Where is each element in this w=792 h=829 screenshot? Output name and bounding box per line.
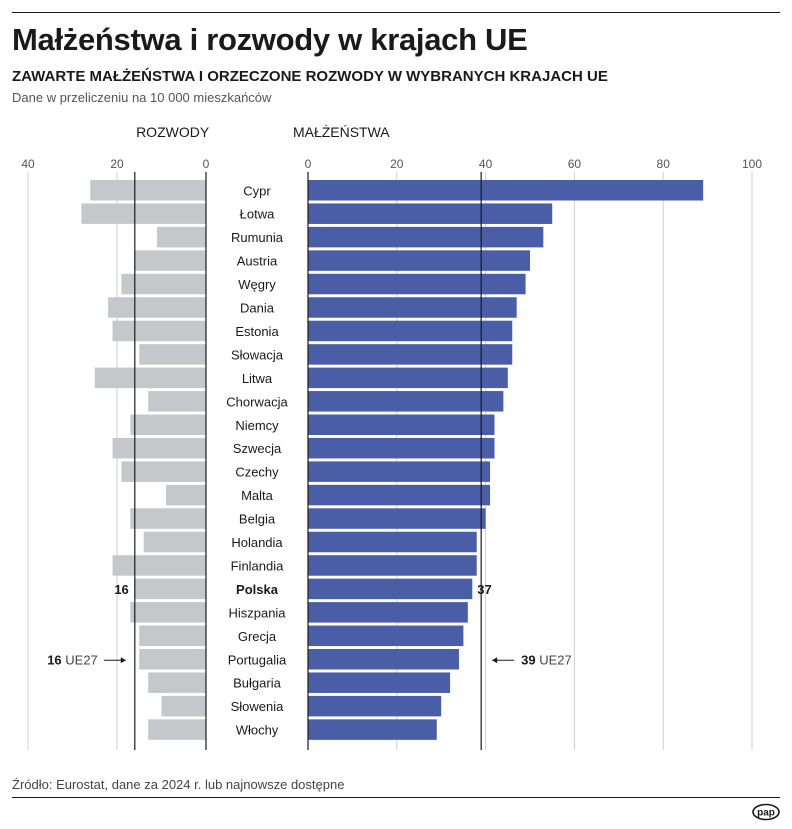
category-label-23: Słowenia — [231, 699, 285, 714]
divorce-bar-1 — [90, 180, 206, 201]
marriage-tick-60: 60 — [568, 157, 582, 171]
marriage-eu27-label: 39 UE27 — [521, 652, 572, 667]
divorce-tick-0: 0 — [203, 157, 210, 171]
marriage-value-label-highlight: 37 — [477, 582, 491, 597]
divorce-value-label-highlight: 16 — [114, 582, 128, 597]
divorce-bar-18 — [134, 578, 206, 600]
category-label-22: Bułgaria — [233, 676, 281, 691]
marriage-bar-6 — [308, 297, 517, 318]
category-label-6: Dania — [240, 301, 275, 316]
category-label-10: Chorwacja — [226, 394, 288, 409]
divorce-bar-13 — [121, 461, 206, 482]
category-label-8: Słowacja — [231, 347, 284, 362]
divorce-bar-19 — [130, 602, 206, 623]
category-label-12: Szwecja — [233, 441, 282, 456]
chart-title: Małżeństwa i rozwody w krajach UE — [12, 22, 528, 57]
category-label-21: Portugalia — [228, 652, 287, 667]
top-rule — [12, 12, 780, 13]
category-label-1: Cypr — [243, 183, 271, 198]
marriage-bar-22 — [308, 672, 451, 693]
marriage-tick-0: 0 — [305, 157, 312, 171]
category-label-16: Holandia — [231, 535, 283, 550]
category-label-18: Polska — [236, 582, 279, 597]
divorce-bar-20 — [139, 625, 206, 647]
marriage-axis-title: MAŁŻEŃSTWA — [293, 123, 390, 140]
divorce-bar-21 — [139, 649, 206, 670]
marriage-bar-1 — [308, 180, 704, 201]
category-label-7: Estonia — [235, 324, 279, 339]
category-label-2: Łotwa — [240, 207, 275, 222]
marriage-bar-20 — [308, 625, 464, 647]
marriage-bar-3 — [308, 226, 544, 248]
marriage-bar-15 — [308, 508, 486, 529]
marriage-eu27-arrowhead — [492, 657, 498, 664]
category-label-19: Hiszpania — [228, 605, 286, 620]
divorce-bar-3 — [157, 226, 206, 248]
category-label-9: Litwa — [242, 371, 273, 386]
divorce-bar-16 — [143, 531, 206, 553]
marriage-bar-18 — [308, 578, 473, 600]
marriage-bar-11 — [308, 414, 495, 435]
category-label-20: Grecja — [238, 629, 277, 644]
marriage-bar-5 — [308, 273, 526, 295]
divorce-bar-8 — [139, 344, 206, 365]
marriage-tick-20: 20 — [390, 157, 404, 171]
marriage-bar-19 — [308, 602, 468, 623]
chart-subtitle: ZAWARTE MAŁŻEŃSTWA I ORZECZONE ROZWODY W… — [12, 68, 608, 85]
category-label-5: Węgry — [238, 277, 276, 292]
marriage-bar-13 — [308, 461, 491, 482]
divorce-tick-20: 20 — [110, 157, 124, 171]
marriage-tick-80: 80 — [657, 157, 671, 171]
divorce-bar-9 — [94, 367, 206, 389]
category-label-24: Włochy — [236, 723, 279, 738]
marriage-bar-23 — [308, 695, 442, 717]
marriage-bar-10 — [308, 391, 504, 412]
marriage-tick-100: 100 — [742, 157, 762, 171]
marriage-bar-12 — [308, 437, 495, 459]
divorce-eu27-label: 16 UE27 — [47, 652, 98, 667]
divorce-bar-22 — [148, 672, 206, 693]
divorce-bar-7 — [112, 320, 206, 342]
divorce-eu27-arrowhead — [120, 657, 126, 664]
marriage-bar-4 — [308, 250, 530, 271]
divorce-bar-4 — [134, 250, 206, 271]
divorce-bar-15 — [130, 508, 206, 529]
marriage-bar-17 — [308, 555, 477, 576]
source-note: Źródło: Eurostat, dane za 2024 r. lub na… — [12, 777, 345, 792]
category-label-17: Finlandia — [231, 558, 285, 573]
divorce-bar-17 — [112, 555, 206, 576]
divorce-bar-2 — [81, 203, 206, 224]
divorce-bar-14 — [165, 484, 206, 506]
marriage-bar-2 — [308, 203, 553, 224]
divorce-bar-11 — [130, 414, 206, 435]
divorce-bar-23 — [161, 695, 206, 717]
category-label-4: Austria — [237, 254, 278, 269]
divorce-bar-6 — [108, 297, 206, 318]
marriage-bar-8 — [308, 344, 513, 365]
divorce-bar-12 — [112, 437, 206, 459]
marriage-tick-40: 40 — [479, 157, 493, 171]
divorce-bar-24 — [148, 719, 206, 740]
divorce-bar-5 — [121, 273, 206, 295]
marriage-bar-14 — [308, 484, 491, 506]
pap-logo: pap — [752, 803, 780, 821]
chart-canvas: ROZWODY MAŁŻEŃSTWA 40 20 0 0 20 40 60 80 100 Cypr Ło… — [21, 123, 762, 750]
category-label-11: Niemcy — [235, 418, 279, 433]
logo-text: pap — [757, 808, 775, 819]
divorce-tick-40: 40 — [21, 157, 35, 171]
category-label-13: Czechy — [235, 465, 279, 480]
category-label-14: Malta — [241, 488, 274, 503]
marriage-bar-24 — [308, 719, 437, 740]
marriage-bar-9 — [308, 367, 508, 389]
units-note: Dane w przeliczeniu na 10 000 mieszkańcó… — [12, 90, 272, 105]
marriage-bar-16 — [308, 531, 477, 553]
bottom-rule — [12, 797, 780, 798]
category-label-3: Rumunia — [231, 230, 284, 245]
divorce-bar-10 — [148, 391, 206, 412]
category-label-15: Belgia — [239, 512, 276, 527]
marriage-bar-21 — [308, 649, 459, 670]
marriage-bar-7 — [308, 320, 513, 342]
divorce-axis-title: ROZWODY — [136, 124, 210, 140]
